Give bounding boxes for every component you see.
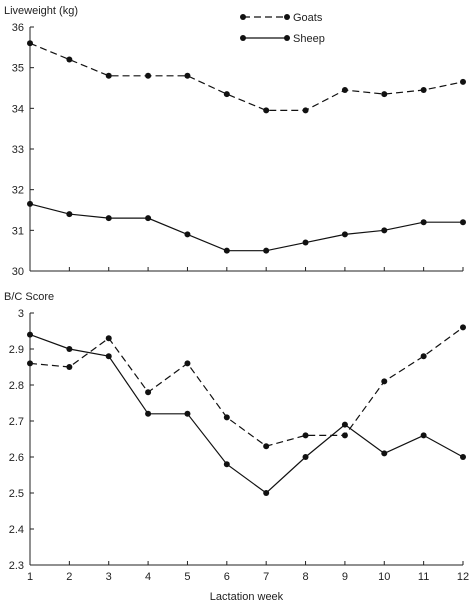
data-point-goats [460,324,466,331]
y-tick-label: 33 [12,144,24,156]
data-point-goats [27,40,33,47]
data-point-goats [223,91,230,98]
data-point-goats [420,353,427,360]
y-tick-label: 2.9 [9,344,24,356]
data-point-goats [263,443,270,450]
data-point-sheep [223,247,230,254]
data-point-goats [460,78,466,85]
data-point-sheep [105,353,112,360]
x-tick-label: 3 [106,571,112,583]
data-point-goats [66,364,73,370]
y-tick-label: 32 [12,185,24,197]
data-point-goats [223,414,230,421]
data-point-goats [184,360,191,367]
series-line-goats [29,42,464,111]
y-tick-label: 2.6 [9,452,24,464]
data-point-goats [420,87,427,94]
x-tick-label: 9 [342,571,348,583]
data-point-goats [381,91,388,98]
y-tick-label: 34 [12,103,24,115]
legend-marker [240,35,246,41]
data-point-sheep [184,231,191,238]
data-point-sheep [420,219,427,226]
y-tick-label: 2.8 [9,380,24,392]
data-point-sheep [381,227,388,234]
data-point-sheep [460,219,466,226]
y-axis-label: B/C Score [4,291,54,303]
data-point-goats [105,335,112,342]
data-point-sheep [263,490,270,496]
y-tick-label: 2.7 [9,416,24,428]
y-tick-label: 31 [12,225,24,237]
y-tick-label: 36 [12,22,24,34]
data-point-sheep [341,231,348,238]
data-point-goats [66,56,73,63]
data-point-goats [105,72,112,79]
data-point-goats [145,389,152,396]
series-line-sheep [29,334,464,494]
data-point-goats [341,432,348,439]
x-tick-label: 6 [224,571,230,583]
data-point-goats [145,72,152,79]
x-tick-label: 7 [263,571,269,583]
data-point-sheep [302,454,309,460]
data-point-sheep [105,215,112,222]
data-point-sheep [223,461,230,468]
y-axis-label: Liveweight (kg) [4,5,78,17]
data-point-sheep [27,331,33,338]
data-point-goats [381,378,388,385]
legend-label-goats: Goats [293,12,323,24]
data-point-sheep [341,421,348,428]
data-point-sheep [184,410,191,417]
data-point-goats [341,87,348,94]
x-tick-label: 8 [302,571,308,583]
y-tick-label: 30 [12,266,24,278]
x-tick-label: 11 [418,571,429,583]
data-point-sheep [145,410,152,417]
x-tick-label: 4 [145,571,151,583]
x-tick-label: 10 [378,571,390,583]
data-point-sheep [302,239,309,246]
x-tick-label: 1 [27,571,33,583]
data-point-sheep [460,454,466,460]
legend-marker [284,35,290,41]
data-point-sheep [381,450,388,457]
y-tick-label: 2.3 [9,560,24,572]
data-point-sheep [263,247,270,254]
data-point-sheep [145,215,152,222]
data-point-goats [27,360,33,367]
data-point-sheep [27,200,33,207]
legend-marker [284,14,290,20]
x-axis-label: Lactation week [210,591,284,603]
x-tick-label: 5 [184,571,190,583]
data-point-goats [263,107,270,114]
series-line-goats [29,326,464,447]
data-point-goats [302,107,309,114]
data-point-goats [302,432,309,439]
x-tick-label: 2 [66,571,72,583]
y-tick-label: 2.5 [9,488,24,500]
data-point-sheep [66,346,73,352]
y-tick-label: 35 [12,63,24,75]
series-line-sheep [29,203,463,252]
legend-marker [240,14,246,20]
legend-label-sheep: Sheep [293,33,325,45]
y-tick-label: 3 [18,308,24,320]
data-point-sheep [420,432,427,439]
data-point-goats [184,72,191,79]
y-tick-label: 2.4 [9,524,24,536]
x-tick-label: 12 [457,571,469,583]
data-point-sheep [66,211,73,218]
